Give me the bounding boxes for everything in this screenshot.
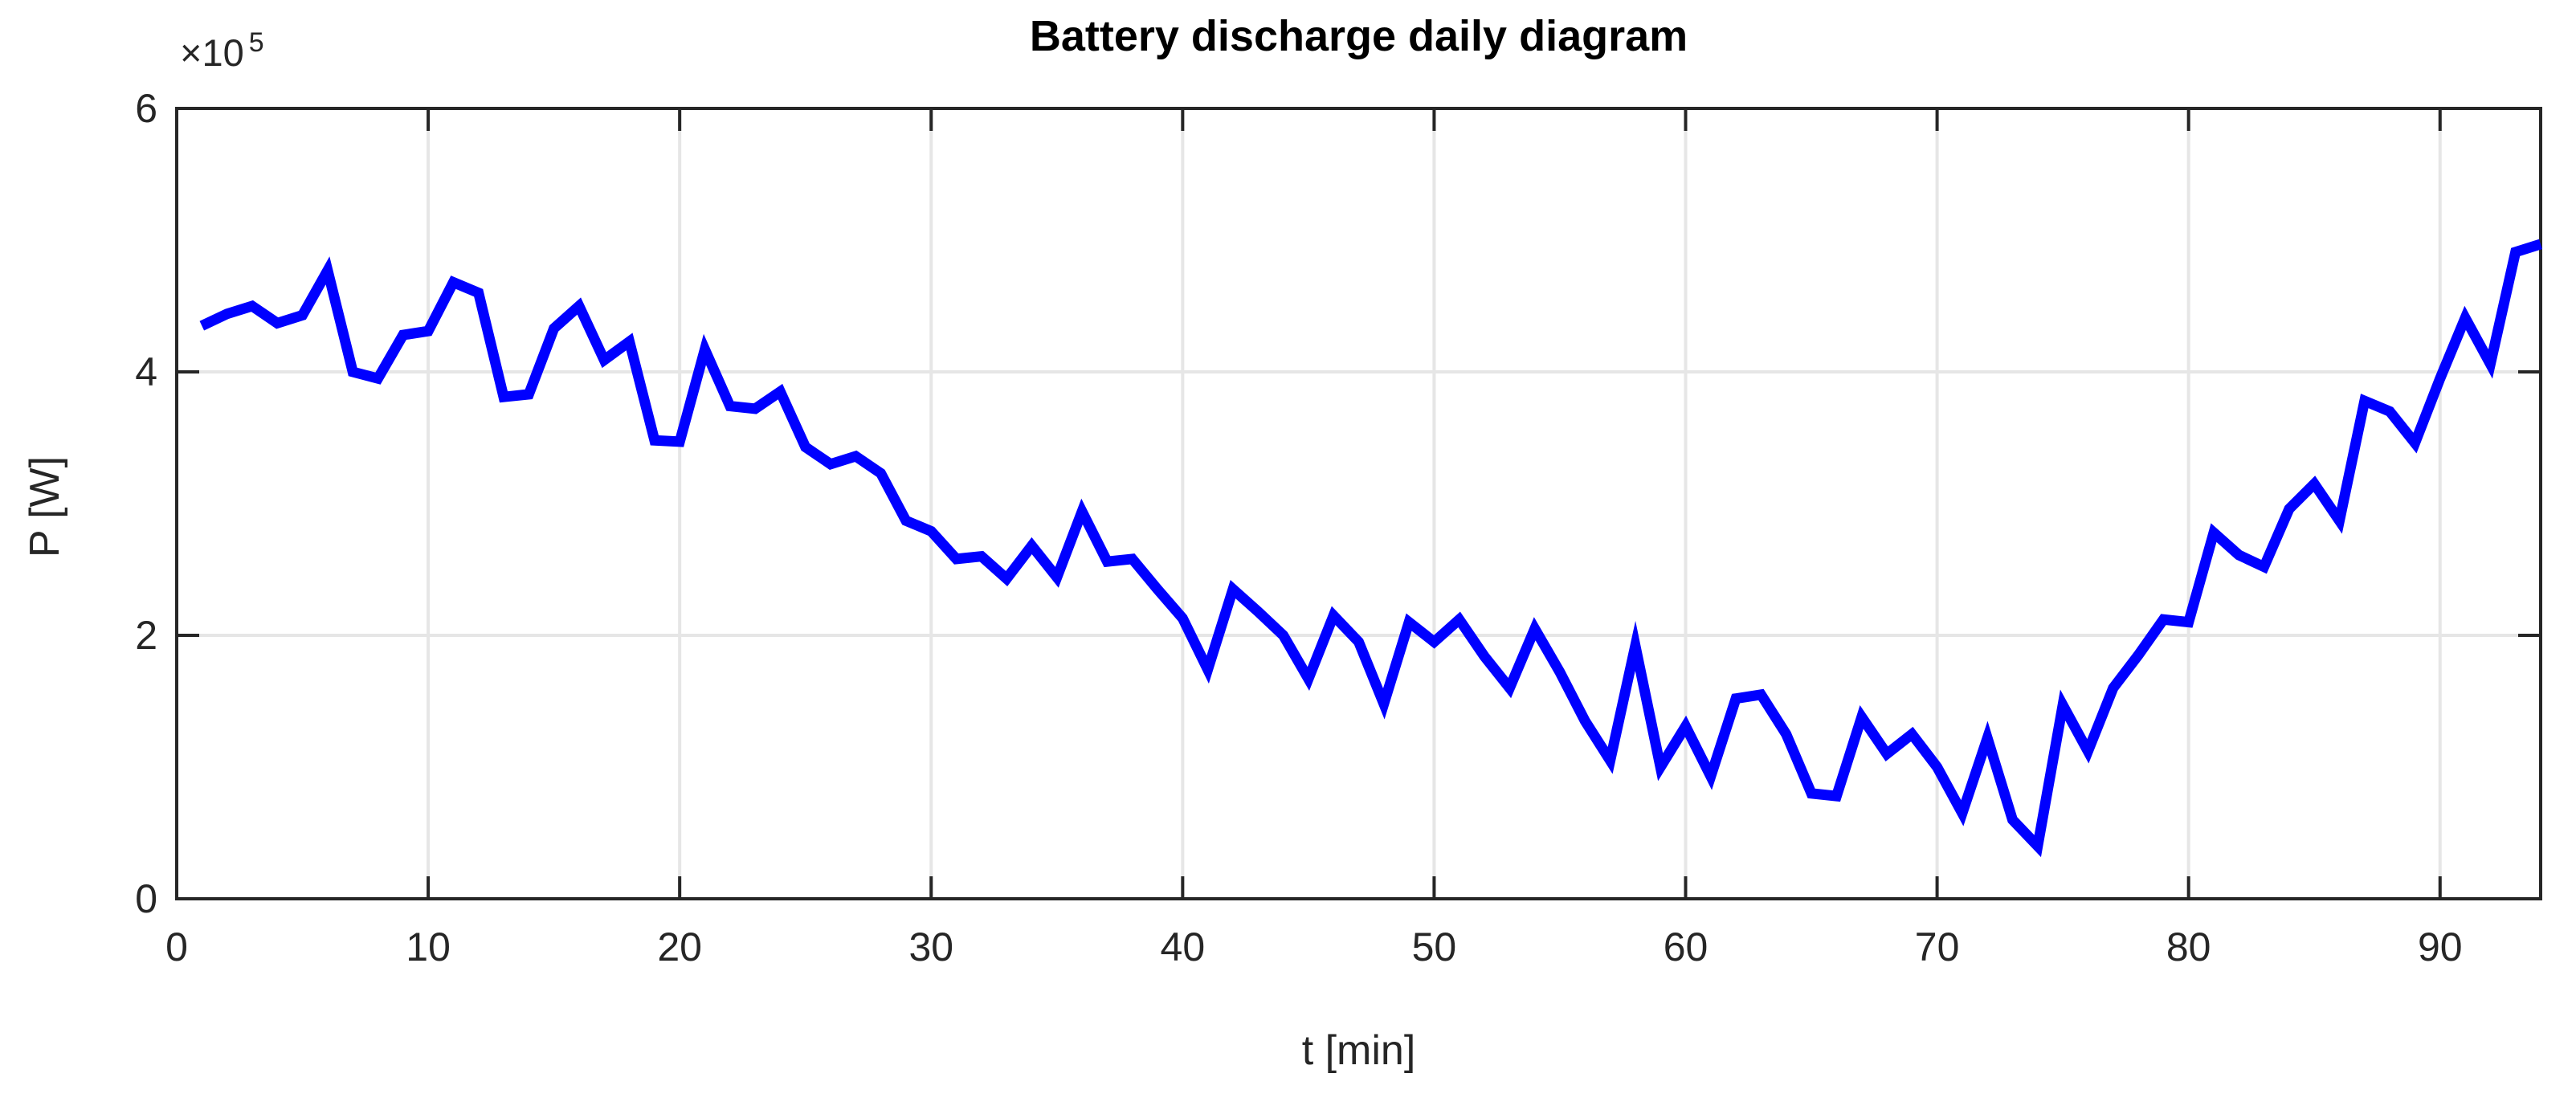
x-tick-label: 70 [1914,924,1960,969]
y-tick-label: 6 [135,86,157,131]
y-axis-exponent-base: ×10 [180,31,244,74]
x-tick-label: 0 [165,924,188,969]
y-tick-label: 0 [135,876,157,921]
y-tick-label: 2 [135,613,157,658]
y-axis-exponent-power: 5 [248,27,264,58]
data-line-battery-discharge-power [199,239,2542,858]
x-axis-label: t [min] [1301,1027,1416,1074]
y-axis-label: P [W] [22,455,68,558]
x-tick-label: 90 [2417,924,2463,969]
axes-box [175,107,2542,900]
x-tick-label: 50 [1411,924,1457,969]
y-axis-exponent-label: ×10 5 [180,27,264,75]
chart-title: Battery discharge daily diagram [1029,12,1688,60]
x-tick-label: 60 [1663,924,1708,969]
x-tick-label: 80 [2166,924,2211,969]
x-tick-label: 40 [1160,924,1206,969]
x-tick-label: 20 [657,924,702,969]
x-tick-label: 30 [908,924,954,969]
x-tick-label: 10 [406,924,451,969]
y-tick-label: 4 [135,349,157,394]
